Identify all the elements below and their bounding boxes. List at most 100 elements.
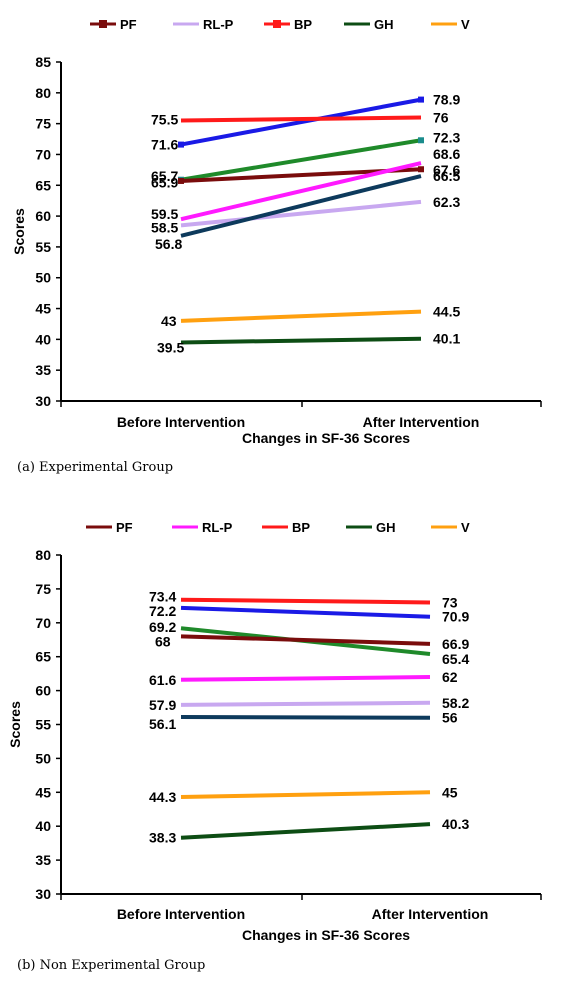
data-label: 73 bbox=[442, 594, 458, 610]
y-tick-label: 50 bbox=[35, 750, 51, 766]
data-label: 62 bbox=[442, 669, 458, 685]
legend-label: BP bbox=[294, 17, 312, 32]
series-line bbox=[180, 597, 431, 605]
y-tick-label: 35 bbox=[35, 852, 51, 868]
x-axis-title: Changes in SF-36 Scores bbox=[242, 430, 410, 446]
series-line bbox=[180, 715, 431, 720]
data-label: 56.1 bbox=[149, 716, 176, 732]
y-tick-label: 35 bbox=[35, 362, 51, 378]
data-label: 71.6 bbox=[151, 137, 178, 153]
legend-label: GH bbox=[374, 17, 394, 32]
y-tick-label: 70 bbox=[35, 146, 51, 162]
series-line bbox=[180, 309, 422, 323]
series-line-5: 59.5 68.6 bbox=[151, 146, 460, 222]
data-label: 76 bbox=[433, 109, 449, 125]
y-tick-label: 75 bbox=[35, 581, 51, 597]
series-line bbox=[180, 174, 422, 238]
series-line bbox=[180, 675, 431, 682]
data-label: 70.9 bbox=[442, 609, 469, 625]
y-tick-label: 45 bbox=[35, 301, 51, 317]
series-line-7: 56.8 66.5 bbox=[155, 168, 460, 252]
series-line-4: 68 66.9 bbox=[155, 633, 469, 651]
y-tick-label: 70 bbox=[35, 615, 51, 631]
data-label: 45 bbox=[442, 784, 458, 800]
y-tick-label: 80 bbox=[35, 547, 51, 563]
x-tick-label: After Intervention bbox=[372, 906, 489, 922]
legend-label: V bbox=[461, 17, 470, 32]
series-line bbox=[180, 161, 422, 222]
y-tick-label: 65 bbox=[35, 649, 51, 665]
y-axis-title: Scores bbox=[11, 208, 27, 255]
series-line bbox=[180, 138, 422, 182]
series-line-8: 44.3 45 bbox=[149, 784, 458, 805]
y-tick-label: 65 bbox=[35, 177, 51, 193]
series-line bbox=[180, 605, 431, 619]
data-label: 72.2 bbox=[149, 603, 176, 619]
y-tick-label: 85 bbox=[35, 54, 51, 70]
x-tick-label: After Intervention bbox=[363, 414, 480, 430]
y-tick-label: 50 bbox=[35, 270, 51, 286]
series-line bbox=[180, 790, 431, 800]
series-line bbox=[180, 634, 431, 646]
data-label: 69.2 bbox=[149, 619, 176, 635]
series-line-6: 57.9 58.2 bbox=[149, 695, 469, 713]
series-line-9: 38.3 40.3 bbox=[149, 816, 469, 846]
figure-caption: (a) Experimental Group bbox=[17, 460, 173, 475]
series-line-3: 65.9 72.3 bbox=[151, 129, 460, 190]
data-point bbox=[178, 177, 184, 184]
y-tick-label: 30 bbox=[35, 393, 51, 409]
y-tick-label: 45 bbox=[35, 784, 51, 800]
y-tick-label: 60 bbox=[35, 683, 51, 699]
legend-label: PF bbox=[120, 17, 137, 32]
legend-label: BP bbox=[292, 520, 310, 535]
data-label: 56.8 bbox=[155, 236, 182, 252]
data-point bbox=[418, 96, 424, 103]
legend-label: RL-P bbox=[203, 17, 234, 32]
chart-non-experimental: PF RL-P BP GH V 30 35 40 45 50 55 60 65 70 75 80 Before … bbox=[7, 520, 542, 973]
data-point bbox=[178, 141, 184, 148]
legend-label: V bbox=[461, 520, 470, 535]
data-label: 73.4 bbox=[149, 589, 176, 605]
x-axis-title: Changes in SF-36 Scores bbox=[242, 927, 410, 943]
series-line bbox=[180, 336, 422, 345]
y-tick-label: 75 bbox=[35, 116, 51, 132]
y-axis-title: Scores bbox=[7, 701, 23, 748]
data-label: 68 bbox=[155, 633, 171, 649]
legend: PF RL-P BP GH V bbox=[90, 17, 470, 32]
data-label: 59.5 bbox=[151, 206, 178, 222]
data-label: 40.3 bbox=[442, 816, 469, 832]
data-label: 67.6 bbox=[433, 162, 460, 178]
figure-caption: (b) Non Experimental Group bbox=[17, 958, 205, 973]
data-label: 75.5 bbox=[151, 112, 178, 128]
series-line bbox=[180, 700, 431, 707]
series-line-1: 73.4 73 bbox=[149, 589, 458, 611]
legend: PF RL-P BP GH V bbox=[86, 520, 470, 535]
y-tick-label: 55 bbox=[35, 717, 51, 733]
data-label: 66.5 bbox=[433, 168, 460, 184]
y-tick-label: 30 bbox=[35, 886, 51, 902]
y-tick-label: 40 bbox=[35, 818, 51, 834]
series-line-9: 39.5 40.1 bbox=[157, 331, 460, 356]
data-label: 61.6 bbox=[149, 672, 176, 688]
data-label: 38.3 bbox=[149, 830, 176, 846]
series-line bbox=[180, 115, 422, 123]
data-label: 65.4 bbox=[442, 651, 469, 667]
y-tick-label: 60 bbox=[35, 208, 51, 224]
series-line-7: 56.1 56 bbox=[149, 710, 458, 732]
series-line-8: 43 44.5 bbox=[161, 304, 460, 329]
legend-label: GH bbox=[376, 520, 396, 535]
data-point bbox=[418, 166, 424, 173]
data-label: 65.9 bbox=[151, 175, 178, 191]
series-line-2: 72.2 70.9 bbox=[149, 603, 469, 625]
legend-label: RL-P bbox=[202, 520, 233, 535]
data-label: 62.3 bbox=[433, 194, 460, 210]
data-label: 58.2 bbox=[442, 695, 469, 711]
data-label: 44.3 bbox=[149, 789, 176, 805]
y-tick-label: 80 bbox=[35, 85, 51, 101]
x-tick-label: Before Intervention bbox=[117, 414, 245, 430]
data-label: 44.5 bbox=[433, 304, 460, 320]
x-tick-label: Before Intervention bbox=[117, 906, 245, 922]
series-line bbox=[180, 822, 431, 840]
chart-experimental: PF RL-P BP GH V 30 35 40 45 50 55 60 65 70 75 80 85 Befor… bbox=[11, 17, 542, 475]
